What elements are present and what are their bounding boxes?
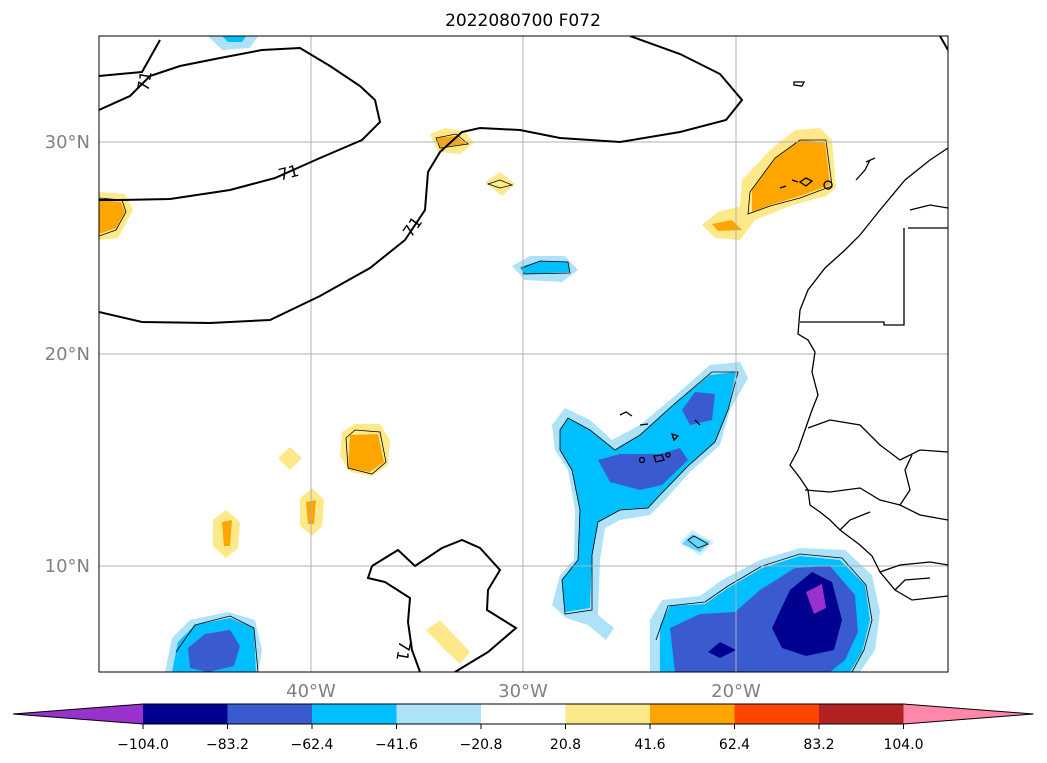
- negative-anomaly-regions: [165, 36, 880, 672]
- plot-frame: [98, 35, 949, 673]
- colorbar-tick-label: −41.6: [375, 737, 418, 753]
- colorbar-segment: [481, 704, 566, 724]
- lon-tick-label: 20°W: [711, 681, 761, 702]
- colorbar-extension-max: [903, 704, 1034, 724]
- colorbar-tick-label: −83.2: [206, 737, 249, 753]
- colorbar-tick-label: 41.6: [634, 737, 665, 753]
- anomaly-patch-capeverde-cyan: [560, 372, 736, 612]
- anomaly-patch-canary-orange: [752, 140, 830, 212]
- colorbar-tick-label: −20.8: [460, 737, 503, 753]
- anomaly-patch-west-africa-orange: [348, 434, 384, 472]
- anomaly-patch-southeast-navy-2: [708, 642, 736, 658]
- colorbar-segment: [396, 704, 482, 724]
- colorbar-tick-label: 62.4: [719, 737, 750, 753]
- colorbar-segment: [734, 704, 820, 724]
- colorbar-segment: [565, 704, 651, 724]
- colorbar-segment: [650, 704, 735, 724]
- anomaly-patch-top-light: [208, 36, 258, 50]
- lat-tick-label: 20°N: [45, 344, 90, 365]
- anomaly-patch-southeast-purple: [806, 584, 826, 614]
- anomaly-patch-tiny-1: [278, 447, 302, 470]
- isoline-71: [99, 36, 948, 672]
- lon-tick-label: 40°W: [286, 681, 336, 702]
- colorbar: −104.0 −83.2 −62.4 −41.6 −20.8 20.8 41.6 62.4 83…: [12, 703, 1034, 753]
- isoline-label: 71: [392, 639, 414, 662]
- colorbar-tick-label: 20.8: [550, 737, 581, 753]
- colorbar-segment: [143, 704, 228, 724]
- isoline-label: 71: [133, 69, 155, 92]
- anomaly-patch-canary-small: [712, 220, 742, 231]
- isoline-label: 71: [276, 161, 301, 185]
- anomaly-patch-mid-light: [485, 172, 515, 196]
- longitude-labels: 40°W 30°W 20°W: [286, 681, 761, 702]
- colorbar-tick-label: −62.4: [291, 737, 334, 753]
- lon-tick-label: 30°W: [498, 681, 548, 702]
- latitude-labels: 30°N 20°N 10°N: [45, 132, 90, 577]
- colorbar-extension-min: [13, 704, 143, 724]
- anomaly-patch-southwest-blue: [188, 630, 240, 672]
- colorbar-tick-label: −104.0: [117, 737, 169, 753]
- colorbar-segment: [819, 704, 904, 724]
- anomaly-patch-west-edge-orange: [99, 200, 125, 234]
- anomaly-patch-tiny-3-orange: [222, 520, 232, 546]
- graticule: [99, 36, 948, 672]
- anomaly-patch-small-light: [680, 530, 714, 556]
- colorbar-tick-label: 104.0: [883, 737, 923, 753]
- coastlines: [619, 81, 948, 601]
- anomaly-outlines: [99, 133, 873, 672]
- anomaly-patch-capeverde-blue-2: [682, 392, 715, 425]
- anomaly-patch-southeast-navy: [772, 572, 842, 656]
- colorbar-tick-label: 83.2: [803, 737, 834, 753]
- anomaly-patch-capeverde-blue: [598, 448, 688, 490]
- lat-tick-label: 30°N: [45, 132, 90, 153]
- map-title: 2022080700 F072: [445, 11, 601, 31]
- anomaly-patch-south: [426, 620, 470, 664]
- lat-tick-label: 10°N: [45, 556, 90, 577]
- colorbar-segment: [312, 704, 397, 724]
- anomaly-patch-top-cyan: [222, 36, 246, 42]
- colorbar-segment: [227, 704, 313, 724]
